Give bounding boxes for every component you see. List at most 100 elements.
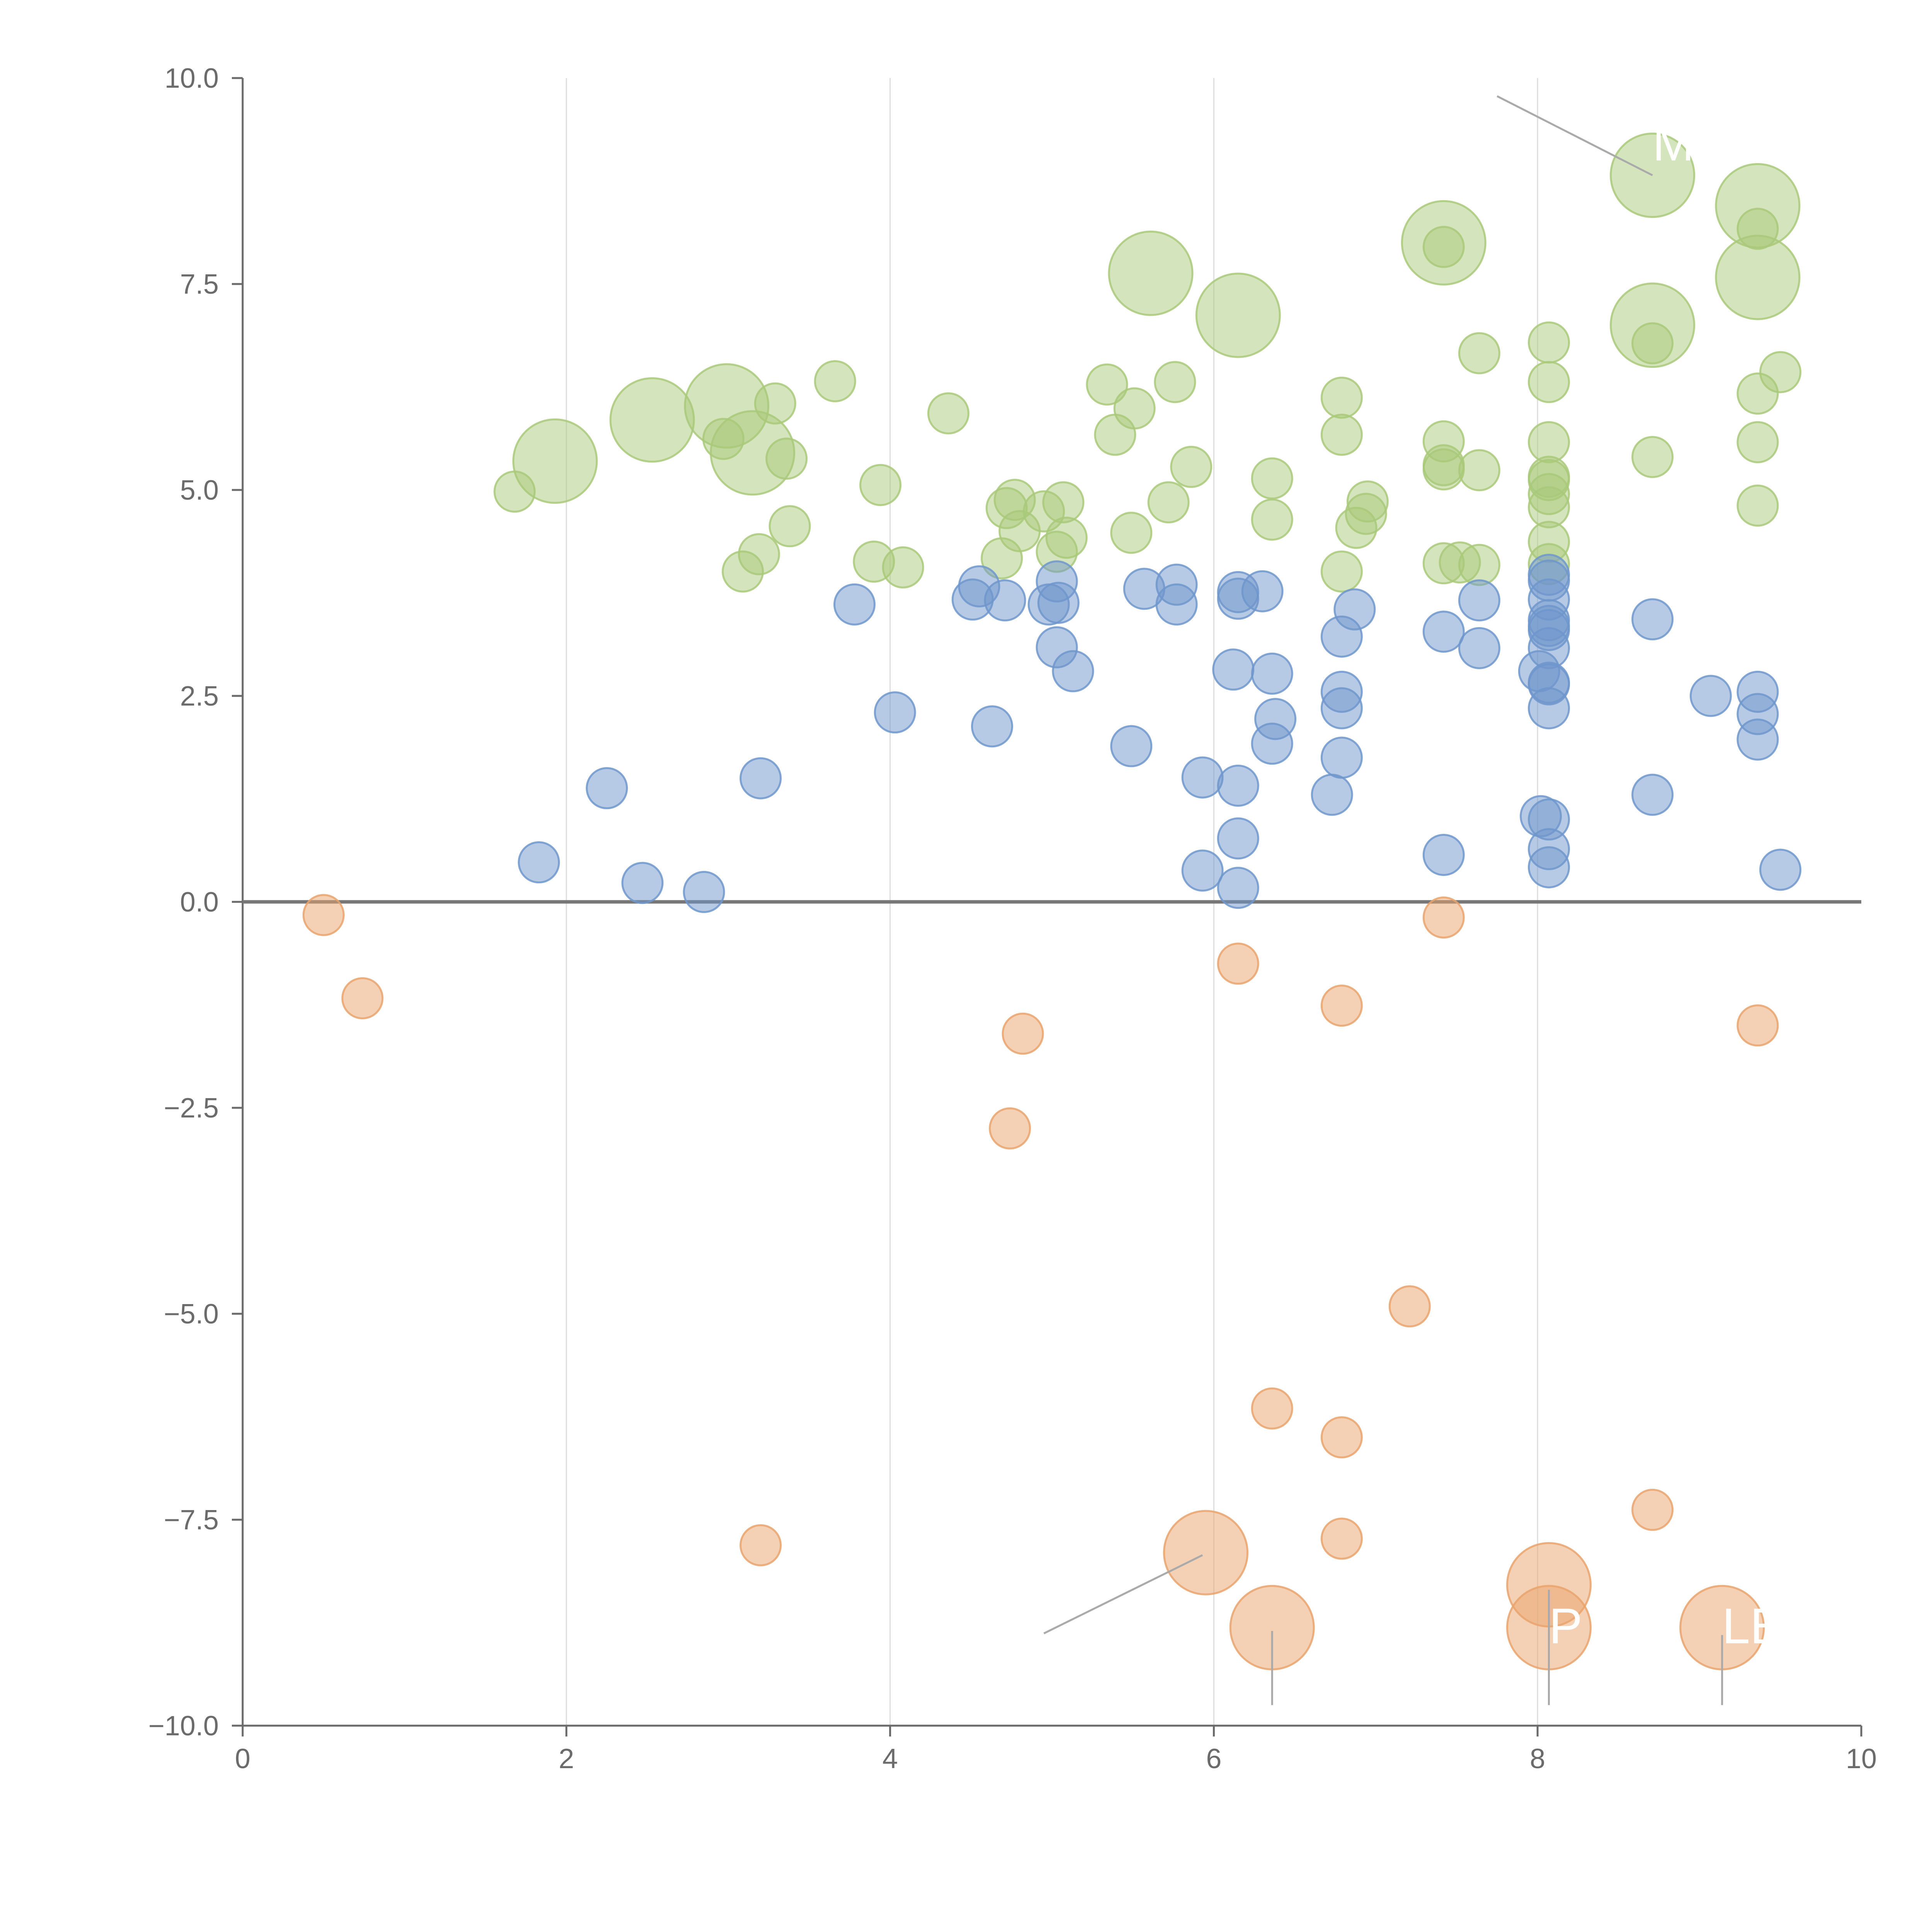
blue-point	[874, 691, 916, 734]
green-point	[765, 437, 808, 480]
blue-point	[1333, 588, 1376, 631]
orange-point	[1320, 1517, 1363, 1560]
leader-line	[1043, 1554, 1203, 1634]
orange-point	[989, 1107, 1031, 1150]
blue-point	[1320, 687, 1363, 730]
orange-point	[302, 894, 345, 936]
green-point	[1759, 351, 1802, 393]
green-point	[1154, 361, 1196, 403]
green-point	[1147, 481, 1190, 524]
green-point	[882, 546, 924, 588]
green-point	[1086, 363, 1128, 406]
green-point	[1113, 387, 1156, 430]
blue-point	[1217, 867, 1259, 909]
points-layer	[302, 133, 1802, 1670]
green-point	[1251, 457, 1293, 500]
blue-point	[1052, 650, 1094, 692]
green-point	[1458, 449, 1500, 492]
y-tick-label: 0.0	[180, 887, 219, 918]
blue-point	[833, 583, 876, 626]
green-point	[1422, 226, 1465, 268]
green-point	[1345, 493, 1387, 535]
blue-point	[1631, 598, 1674, 641]
orange-point	[1320, 1416, 1363, 1459]
blue-point	[1458, 627, 1500, 669]
orange-point	[1388, 1285, 1431, 1328]
blue-point	[621, 862, 664, 904]
green-point	[1170, 446, 1213, 488]
green-point	[1042, 481, 1085, 524]
blue-point	[1251, 723, 1293, 765]
orange-point	[1631, 1488, 1674, 1531]
green-point	[609, 377, 695, 463]
blue-point	[1037, 582, 1080, 624]
x-tick-label: 4	[883, 1743, 898, 1774]
blue-point	[1689, 675, 1732, 717]
y-tick-label: 5.0	[180, 475, 219, 506]
green-point	[1528, 361, 1570, 403]
blue-point	[1736, 718, 1779, 761]
blue-point	[971, 705, 1014, 748]
green-point	[1195, 272, 1281, 358]
blue-point	[1181, 849, 1224, 892]
green-point	[1715, 235, 1801, 320]
green-point	[1320, 376, 1363, 419]
green-point	[754, 382, 796, 425]
x-tick-label: 6	[1206, 1743, 1221, 1774]
x-tick-label: 8	[1530, 1743, 1545, 1774]
blue-point	[1110, 725, 1153, 767]
blue-point	[1217, 764, 1259, 807]
green-point	[1045, 517, 1088, 559]
blue-point	[1631, 774, 1674, 816]
y-tick-label: 7.5	[180, 269, 219, 300]
blue-point	[586, 767, 628, 810]
blue-point	[1212, 648, 1255, 691]
blue-point	[739, 757, 782, 799]
orange-point	[1002, 1012, 1044, 1055]
green-point	[814, 360, 856, 403]
annotation-leader-line	[1497, 95, 1653, 176]
y-tick-label: −10.0	[148, 1711, 219, 1742]
green-point	[1108, 230, 1194, 316]
blue-point	[1155, 583, 1198, 626]
green-point	[769, 505, 811, 548]
orange-point	[1163, 1510, 1248, 1595]
green-point	[1458, 332, 1500, 374]
blue-point	[1458, 579, 1500, 622]
green-point	[721, 550, 764, 593]
annotation-label: LE	[1722, 1598, 1784, 1654]
blue-point	[1241, 570, 1284, 612]
blue-point	[1528, 846, 1570, 888]
orange-point	[739, 1524, 782, 1566]
orange-point	[341, 977, 384, 1019]
blue-point	[683, 871, 725, 913]
y-tick-label: −2.5	[164, 1093, 219, 1124]
green-point	[1736, 485, 1779, 527]
blue-point	[518, 841, 560, 884]
annotation-label: M	[1653, 115, 1694, 171]
blue-point	[1181, 756, 1224, 799]
x-tick-label: 2	[559, 1743, 574, 1774]
blue-point	[1251, 652, 1293, 695]
orange-point	[1422, 896, 1465, 939]
axis-layer: 0 2 4 6 8 10 10.0 7.5 5.0 2.5 0.0 −2.5 −5.0 −7.5 −10.0	[148, 63, 1877, 1774]
blue-point	[1217, 817, 1259, 860]
green-point	[1458, 544, 1500, 586]
orange-point	[1217, 942, 1259, 985]
blue-point	[1422, 833, 1465, 876]
green-point	[927, 392, 969, 435]
green-point	[1631, 322, 1674, 365]
annotation-label: P	[1549, 1598, 1583, 1654]
y-tick-label: 2.5	[180, 681, 219, 712]
orange-point	[1736, 1004, 1779, 1047]
x-tick-label: 0	[235, 1743, 250, 1774]
blue-point	[984, 579, 1026, 622]
blue-point	[1759, 849, 1802, 891]
green-point	[1110, 512, 1153, 554]
blue-point	[1528, 687, 1570, 730]
green-point	[1631, 436, 1674, 478]
y-tick-label: −5.0	[164, 1299, 219, 1330]
y-tick-label: 10.0	[165, 63, 219, 94]
blue-point	[1320, 736, 1363, 779]
